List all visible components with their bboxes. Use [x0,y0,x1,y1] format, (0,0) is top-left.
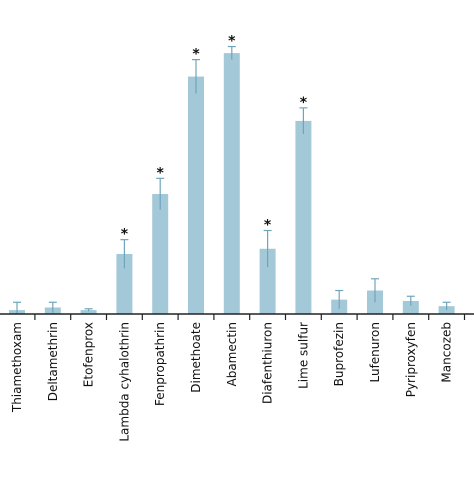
significance-marker-6: * [228,34,236,50]
x-tick-label-8: Lime sulfur [296,322,310,389]
bars-layer [9,53,455,314]
x-tick-label-5: Dimethoate [189,322,203,393]
significance-marker-5: * [192,47,200,63]
bar-4 [152,193,169,314]
x-axis [0,313,474,320]
bar-11 [402,300,419,314]
bar-2 [80,310,97,314]
x-tick-label-4: Fenpropathrin [153,322,167,406]
x-tick-label-6: Abamectin [225,322,239,387]
x-tick-label-12: Mancozeb [440,322,454,383]
x-tick-label-2: Etofenprox [82,322,96,387]
bar-5 [188,76,204,314]
bar-3 [116,253,133,314]
significance-marker-8: * [300,95,308,111]
bar-7 [259,248,276,314]
x-tick-label-3: Lambda cyhalothrin [117,322,131,442]
x-tick-label-9: Buprofezin [332,322,346,386]
significance-marker-7: * [264,218,272,234]
x-tick-label-11: Pyriproxyfen [404,322,418,397]
significance-marker-3: * [121,227,129,243]
bar-8 [295,120,312,314]
x-tick-label-0: Thiamethoxam [10,322,24,413]
significance-layer: * * * * * * [121,34,308,243]
bar-6 [223,53,240,314]
x-tick-label-1: Deltamethrin [46,322,60,401]
x-tick-label-10: Lufenuron [368,322,382,383]
x-tick-labels: Thiamethoxam Deltamethrin Etofenprox Lambda… [10,322,454,442]
error-bars-layer [13,45,451,314]
significance-marker-4: * [157,165,165,181]
x-tick-label-7: Diafenthiuron [261,322,275,404]
